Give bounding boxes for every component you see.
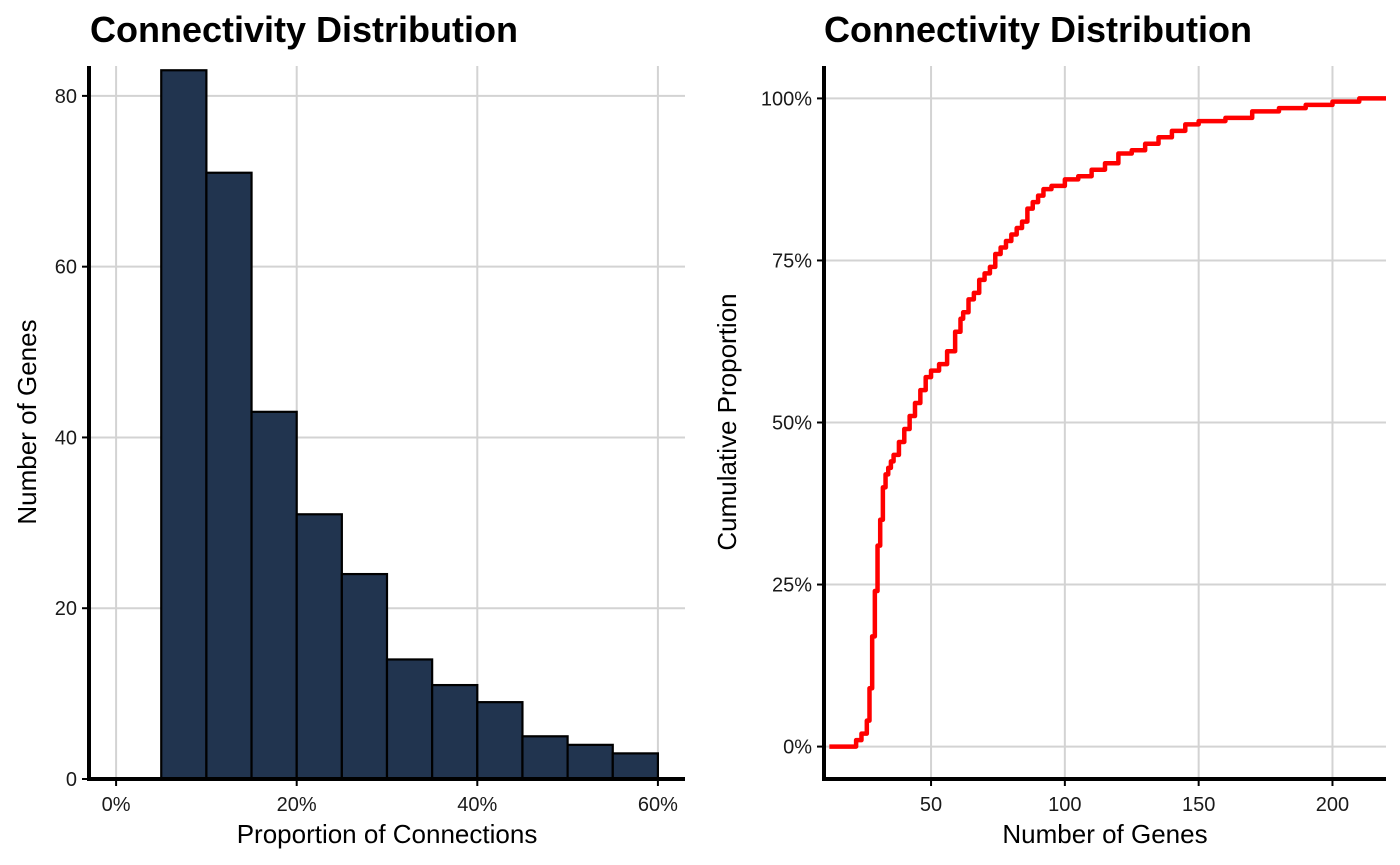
histogram-bar — [205, 171, 253, 781]
histogram-y-tick-label: 80 — [55, 86, 77, 108]
cumulative-y-axis-label: Cumulative Proportion — [712, 293, 742, 550]
histogram-bar — [295, 513, 343, 781]
histogram-x-tick-label: 60% — [638, 794, 678, 816]
histogram-bars — [160, 69, 660, 781]
cumulative-y-tick-label: 50% — [772, 413, 812, 435]
cumulative-x-tick-label: 200 — [1316, 794, 1349, 816]
histogram-x-tick-label: 20% — [277, 794, 317, 816]
cumulative-title: Connectivity Distribution — [824, 9, 1252, 50]
cumulative-y-tick-label: 0% — [783, 737, 812, 759]
histogram-bar — [340, 572, 389, 781]
cumulative-y-tick-label: 75% — [772, 250, 812, 272]
histogram-bar — [250, 410, 298, 781]
histogram-x-axis-label: Proportion of Connections — [237, 819, 538, 849]
histogram-x-ticks: 0% 20% 40% 60% — [102, 779, 678, 816]
histogram-y-tick-label: 20 — [55, 598, 77, 620]
histogram-y-axis-label: Number of Genes — [12, 319, 42, 524]
cumulative-line-group — [829, 96, 1386, 749]
histogram-x-tick-label: 40% — [457, 794, 497, 816]
histogram-bar — [476, 701, 524, 781]
cumulative-panel: Connectivity Distribution 50 100 150 200 0%… — [712, 9, 1386, 849]
cumulative-x-axis-label: Number of Genes — [1002, 819, 1207, 849]
histogram-y-tick-label: 60 — [55, 257, 77, 279]
histogram-title: Connectivity Distribution — [90, 9, 518, 50]
histogram-x-tick-label: 0% — [102, 794, 131, 816]
histogram-bar — [160, 69, 208, 781]
cumulative-line — [829, 96, 1386, 749]
histogram-y-tick-label: 40 — [55, 427, 77, 449]
cumulative-gridlines — [824, 66, 1386, 779]
cumulative-x-tick-label: 150 — [1182, 794, 1215, 816]
histogram-bar — [611, 752, 660, 781]
histogram-bar — [431, 683, 479, 781]
cumulative-y-ticks: 0% 25% 50% 75% 100% — [761, 88, 824, 759]
histogram-bar — [385, 658, 434, 781]
histogram-bar — [521, 735, 569, 781]
cumulative-y-tick-label: 25% — [772, 575, 812, 597]
histogram-panel: Connectivity Distribution 0% 20% 40% 60% 0 2… — [12, 9, 685, 849]
cumulative-x-ticks: 50 100 150 200 — [920, 779, 1349, 816]
histogram-y-ticks: 0 20 40 60 80 — [55, 86, 89, 791]
cumulative-x-tick-label: 100 — [1048, 794, 1081, 816]
cumulative-x-tick-label: 50 — [920, 794, 942, 816]
histogram-y-tick-label: 0 — [66, 769, 77, 791]
histogram-axes — [87, 66, 685, 781]
cumulative-y-tick-label: 100% — [761, 88, 812, 110]
histogram-bar — [566, 743, 614, 781]
